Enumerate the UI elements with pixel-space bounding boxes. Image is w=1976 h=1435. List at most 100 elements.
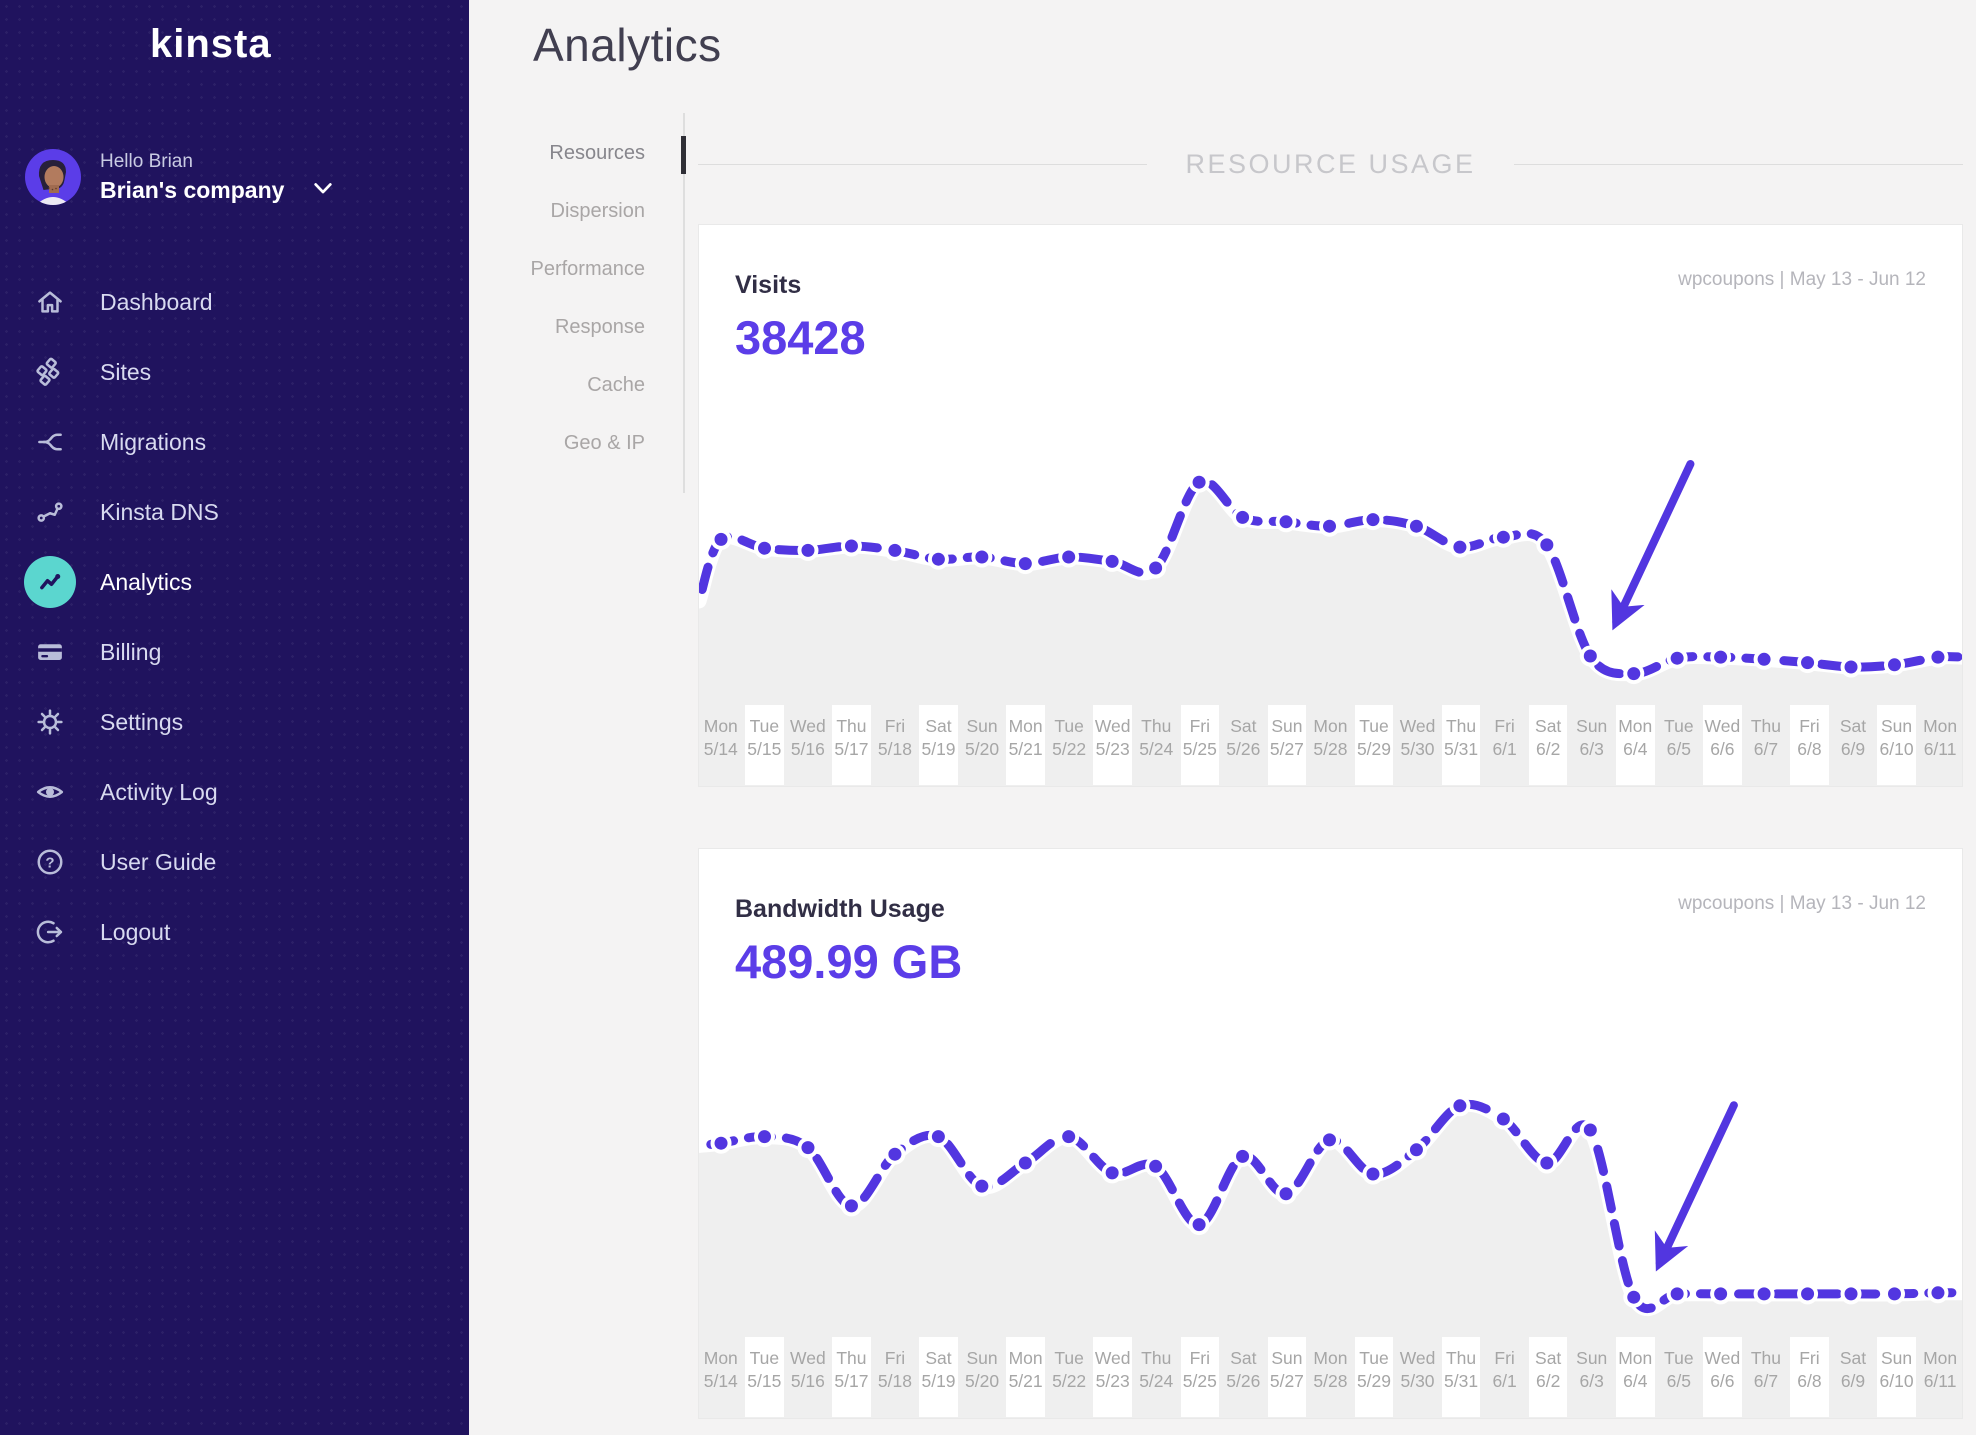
- x-label-day: Wed: [790, 1348, 826, 1368]
- x-label-day: Thu: [836, 716, 867, 736]
- x-label-day: Thu: [1750, 716, 1781, 736]
- x-label-date: 6/2: [1536, 739, 1561, 759]
- x-label-day: Sat: [925, 1348, 952, 1368]
- x-label-date: 6/2: [1536, 1371, 1561, 1391]
- x-label: Mon 6/11: [1921, 705, 1960, 785]
- subnav-item-cache[interactable]: Cache: [587, 373, 645, 396]
- data-point-dot: [1583, 649, 1597, 663]
- content-area: RESOURCE USAGE Visits 38428 wpcoupons | Ma…: [698, 140, 1963, 1435]
- sidebar-item-label: Kinsta DNS: [100, 498, 219, 525]
- x-label-day: Fri: [1189, 716, 1210, 736]
- x-label-day: Fri: [1494, 716, 1515, 736]
- data-point-dot: [1322, 519, 1337, 533]
- x-label: Thu 6/7: [1747, 705, 1786, 785]
- data-point-dot: [975, 1179, 989, 1193]
- x-label-date: 5/20: [965, 1371, 1000, 1391]
- x-label-day: Fri: [884, 1348, 906, 1368]
- x-label-date: 6/4: [1623, 739, 1648, 759]
- x-label: Thu 5/24: [1137, 1337, 1176, 1417]
- company-name: Brian's company: [100, 176, 285, 203]
- x-label-day: Thu: [1141, 1348, 1172, 1368]
- x-label-day: Thu: [1750, 1348, 1781, 1368]
- sidebar-item-activity-log[interactable]: Activity Log: [0, 757, 469, 827]
- sidebar-item-user-guide[interactable]: ? User Guide: [0, 827, 469, 897]
- card-total-value: 38428: [735, 311, 866, 364]
- x-label: Tue 5/29: [1354, 705, 1394, 785]
- account-switcher[interactable]: Hello Brian Brian's company: [24, 148, 444, 206]
- kinsta-logo[interactable]: kinsta: [150, 22, 272, 66]
- data-point-dot: [1149, 1159, 1163, 1173]
- data-point-dot: [1018, 1156, 1032, 1170]
- data-point-dot: [1366, 513, 1380, 527]
- x-label-date: 6/3: [1579, 739, 1604, 759]
- sidebar-item-logout[interactable]: Logout: [0, 897, 469, 967]
- home-icon: [24, 276, 76, 328]
- data-point-dot: [1062, 1130, 1076, 1144]
- subnav-item-dispersion[interactable]: Dispersion: [550, 199, 645, 222]
- sidebar-item-label: Migrations: [100, 428, 207, 455]
- x-label-date: 5/31: [1444, 1371, 1479, 1391]
- x-label: Mon 5/14: [702, 1337, 741, 1417]
- x-label-day: Mon: [1313, 716, 1348, 736]
- x-label-date: 6/7: [1753, 1371, 1779, 1391]
- x-label-date: 5/27: [1269, 1371, 1304, 1391]
- sidebar-item-sites[interactable]: Sites: [0, 337, 469, 407]
- x-label-day: Mon: [1008, 716, 1043, 736]
- x-label: Mon 5/28: [1311, 705, 1350, 785]
- x-label-date: 6/6: [1710, 739, 1735, 759]
- x-label: Tue 5/29: [1354, 1337, 1394, 1417]
- x-label: Sun 6/3: [1572, 705, 1611, 785]
- subnav-item-geo-ip[interactable]: Geo & IP: [563, 431, 645, 454]
- sidebar-item-dashboard[interactable]: Dashboard: [0, 267, 469, 337]
- x-label-day: Wed: [1399, 716, 1436, 736]
- subnav-item-resources[interactable]: Resources: [549, 141, 645, 164]
- data-point-dot: [801, 1141, 815, 1155]
- sidebar-item-analytics[interactable]: Analytics: [0, 547, 469, 617]
- data-point-dot: [1453, 1099, 1467, 1113]
- subnav-item-performance[interactable]: Performance: [530, 257, 646, 280]
- data-point-dot: [1801, 656, 1815, 670]
- data-point-dot: [1670, 1287, 1684, 1301]
- data-point-dot: [1887, 1287, 1902, 1301]
- x-label: Tue 5/22: [1050, 705, 1089, 785]
- data-point-dot: [1279, 1187, 1293, 1201]
- x-label-day: Tue: [749, 1348, 780, 1368]
- x-label-date: 5/22: [1052, 739, 1087, 759]
- x-label-day: Sat: [1839, 1348, 1867, 1368]
- x-label-date: 5/22: [1052, 1371, 1087, 1391]
- data-point-dot: [1627, 667, 1641, 681]
- data-point-dot: [1062, 550, 1076, 564]
- card-site-and-daterange: wpcoupons | May 13 - Jun 12: [1678, 269, 1926, 290]
- data-point-dot: [1714, 650, 1728, 664]
- x-label-date: 6/10: [1879, 739, 1914, 759]
- data-point-dot: [888, 543, 902, 557]
- sidebar-item-migrations[interactable]: Migrations: [0, 407, 469, 477]
- x-label-date: 5/29: [1356, 1371, 1391, 1391]
- x-label: Mon 6/4: [1615, 1337, 1655, 1417]
- data-point-dot: [1236, 1149, 1250, 1163]
- x-label-day: Sat: [1230, 716, 1257, 736]
- sidebar-item-kinsta-dns[interactable]: Kinsta DNS: [0, 477, 469, 547]
- data-point-dot: [1931, 650, 1945, 664]
- sidebar-item-label: User Guide: [100, 848, 217, 875]
- x-label: Sat 6/2: [1528, 1337, 1568, 1417]
- x-label-day: Sun: [966, 716, 998, 736]
- x-label: Wed 5/30: [1398, 705, 1437, 785]
- x-label-day: Tue: [1054, 716, 1084, 736]
- x-label-date: 5/15: [747, 1371, 782, 1391]
- x-label: Thu 5/17: [832, 1337, 871, 1417]
- data-point-dot: [1714, 1287, 1728, 1301]
- x-label: Wed 5/23: [1093, 1337, 1132, 1417]
- data-point-dot: [1453, 540, 1467, 554]
- x-label-day: Sun: [1271, 716, 1303, 736]
- x-label-date: 6/5: [1666, 739, 1691, 759]
- x-label: Sun 5/27: [1267, 705, 1307, 785]
- sidebar-item-settings[interactable]: Settings: [0, 687, 469, 757]
- x-label: Mon 6/4: [1615, 705, 1655, 785]
- settings-icon: [24, 696, 76, 748]
- subnav-item-response[interactable]: Response: [554, 315, 645, 338]
- user-greeting: Hello Brian: [100, 150, 193, 172]
- x-label-day: Mon: [1923, 1348, 1958, 1368]
- x-label: Tue 5/15: [745, 1337, 784, 1417]
- sidebar-item-billing[interactable]: Billing: [0, 617, 469, 687]
